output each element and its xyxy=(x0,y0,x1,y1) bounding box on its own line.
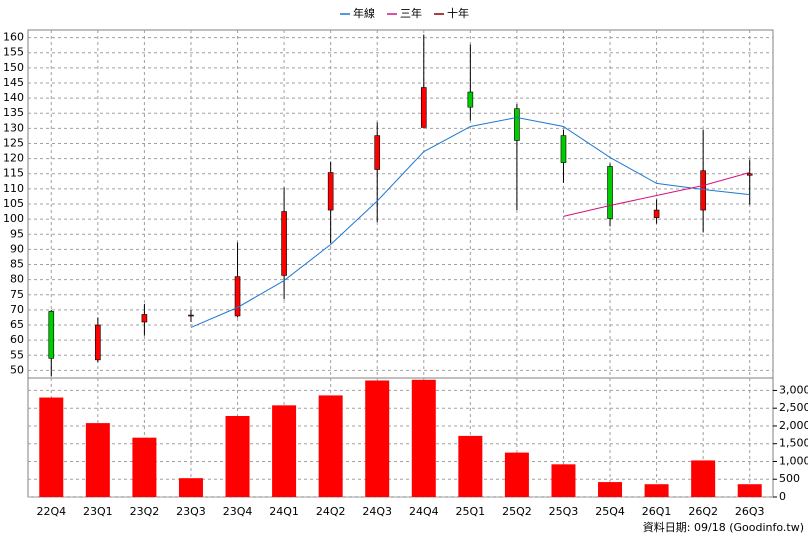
y-tick-label: 0 xyxy=(779,490,786,503)
bar xyxy=(85,423,110,497)
x-tick-label: 23Q1 xyxy=(83,505,113,518)
bar xyxy=(39,397,64,497)
y-tick-label: 60 xyxy=(10,333,24,346)
candle-body xyxy=(560,135,567,163)
bar xyxy=(411,379,436,497)
bar xyxy=(178,478,203,497)
x-tick-label: 26Q3 xyxy=(735,505,765,518)
y-tick-label: 85 xyxy=(10,258,24,271)
candle-body xyxy=(746,173,753,176)
x-tick-label: 24Q4 xyxy=(409,505,439,518)
y-tick-label: 3,000 xyxy=(779,383,808,396)
candle-body xyxy=(653,209,660,218)
candle-body xyxy=(700,170,706,211)
x-tick-label: 23Q3 xyxy=(176,505,206,518)
candle-body xyxy=(607,166,613,219)
x-tick-label: 23Q4 xyxy=(223,505,253,518)
y-tick-label: 500 xyxy=(779,472,800,485)
bar xyxy=(644,484,669,497)
candle-body xyxy=(281,211,287,276)
y-tick-label: 120 xyxy=(3,152,24,165)
legend-label: 十年 xyxy=(447,6,469,20)
x-tick-label: 26Q2 xyxy=(688,505,718,518)
y-tick-label: 135 xyxy=(3,106,24,119)
bar xyxy=(737,484,762,497)
y-tick-label: 90 xyxy=(10,242,24,255)
x-tick-label: 25Q2 xyxy=(502,505,532,518)
candle-body xyxy=(374,135,381,170)
x-tick-label: 24Q1 xyxy=(269,505,299,518)
plot-frame xyxy=(27,29,774,498)
y-tick-label: 155 xyxy=(3,46,24,59)
bar xyxy=(551,464,576,497)
y-tick-label: 1,500 xyxy=(779,437,808,450)
y-tick-label: 115 xyxy=(3,167,24,180)
candle-body xyxy=(234,276,241,317)
bar xyxy=(225,416,250,497)
bar xyxy=(272,405,297,497)
candle-body xyxy=(514,108,520,141)
y-tick-label: 55 xyxy=(10,348,24,361)
y-tick-label: 105 xyxy=(3,197,24,210)
bar xyxy=(504,452,529,497)
line-series xyxy=(190,116,750,328)
candle-body xyxy=(95,324,101,361)
y-tick-label: 65 xyxy=(10,318,24,331)
bar xyxy=(132,437,157,497)
candle-body xyxy=(141,314,148,323)
x-tick-label: 22Q4 xyxy=(36,505,66,518)
x-tick-label: 25Q1 xyxy=(456,505,486,518)
y-tick-label: 145 xyxy=(3,76,24,89)
bar xyxy=(598,482,623,497)
y-tick-label: 75 xyxy=(10,288,24,301)
bar xyxy=(458,435,483,497)
candle-body xyxy=(188,314,194,317)
legend-label: 年線 xyxy=(353,6,375,20)
x-tick-label: 25Q4 xyxy=(595,505,625,518)
y-tick-label: 125 xyxy=(3,136,24,149)
y-tick-label: 1,000 xyxy=(779,454,808,467)
candle-body xyxy=(467,91,474,108)
y-tick-label: 130 xyxy=(3,121,24,134)
candle-body xyxy=(48,311,55,359)
candle-body xyxy=(327,172,334,211)
x-tick-label: 24Q2 xyxy=(316,505,346,518)
y-tick-label: 2,500 xyxy=(779,401,808,414)
x-tick-label: 23Q2 xyxy=(130,505,160,518)
x-tick-label: 24Q3 xyxy=(362,505,392,518)
y-tick-label: 50 xyxy=(10,363,24,376)
bar xyxy=(691,460,716,497)
line-series xyxy=(563,172,750,217)
y-tick-label: 70 xyxy=(10,303,24,316)
y-tick-label: 2,000 xyxy=(779,419,808,432)
y-tick-label: 140 xyxy=(3,91,24,104)
y-tick-label: 110 xyxy=(3,182,24,195)
x-tick-label: 25Q3 xyxy=(549,505,579,518)
y-tick-label: 150 xyxy=(3,61,24,74)
candle-body xyxy=(420,87,427,128)
footnote: 資料日期: 09/18 (Goodinfo.tw) xyxy=(643,520,804,534)
y-tick-label: 95 xyxy=(10,227,24,240)
y-tick-label: 100 xyxy=(3,212,24,225)
bar xyxy=(365,380,390,497)
legend-label: 三年 xyxy=(400,6,422,20)
x-tick-label: 26Q1 xyxy=(642,505,672,518)
y-tick-label: 160 xyxy=(3,31,24,44)
bar xyxy=(318,395,343,497)
y-tick-label: 80 xyxy=(10,273,24,286)
